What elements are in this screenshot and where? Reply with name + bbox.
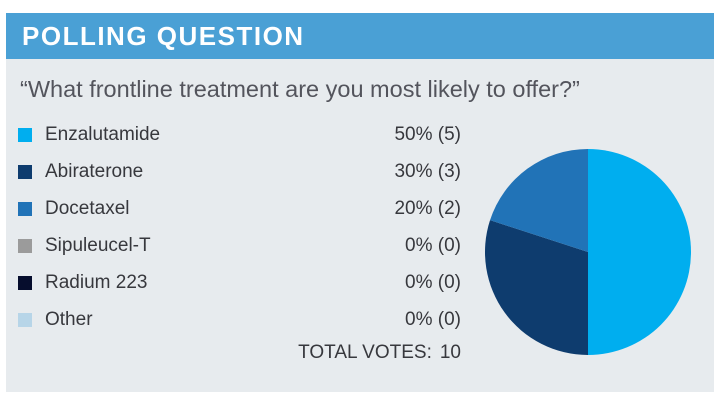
legend-value: 0% (0) [405, 308, 461, 330]
legend-row-other: Other 0% (0) [18, 301, 461, 338]
legend-label: Radium 223 [45, 271, 148, 293]
total-votes: TOTAL VOTES: 10 [18, 342, 461, 364]
legend-row-enzalutamide: Enzalutamide 50% (5) [18, 116, 461, 153]
question-text: “What frontline treatment are you most l… [20, 76, 580, 102]
legend-label: Sipuleucel-T [45, 234, 151, 256]
pie-chart [485, 149, 691, 355]
legend-swatch-icon [18, 312, 32, 327]
total-votes-value: 10 [439, 342, 461, 363]
legend-value: 30% (3) [394, 160, 461, 182]
legend-swatch-icon [18, 238, 32, 253]
legend-row-sipuleucel-t: Sipuleucel-T 0% (0) [18, 227, 461, 264]
page-title: POLLING QUESTION [22, 20, 305, 51]
legend-label: Abiraterone [45, 160, 144, 182]
legend-swatch-icon [18, 201, 32, 216]
header-bar: POLLING QUESTION [6, 13, 714, 59]
pie-slice-docetaxel [490, 149, 588, 252]
legend-value: 0% (0) [405, 271, 461, 293]
total-votes-label: TOTAL VOTES: [298, 342, 432, 363]
polling-panel: POLLING QUESTION “What frontline treatme… [6, 13, 714, 392]
legend-row-abiraterone: Abiraterone 30% (3) [18, 153, 461, 190]
pie-slice-abiraterone [485, 220, 588, 355]
poll-legend: Enzalutamide 50% (5) Abiraterone 30% (3)… [18, 116, 461, 364]
legend-row-docetaxel: Docetaxel 20% (2) [18, 190, 461, 227]
legend-swatch-icon [18, 164, 32, 179]
legend-label: Enzalutamide [45, 123, 161, 145]
legend-label: Other [45, 308, 93, 330]
legend-value: 50% (5) [394, 123, 461, 145]
legend-swatch-icon [18, 127, 32, 142]
legend-label: Docetaxel [45, 197, 130, 219]
legend-value: 20% (2) [394, 197, 461, 219]
pie-chart-container [485, 149, 691, 355]
legend-row-radium-223: Radium 223 0% (0) [18, 264, 461, 301]
poll-content: “What frontline treatment are you most l… [6, 59, 714, 392]
legend-swatch-icon [18, 275, 32, 290]
pie-slice-enzalutamide [588, 149, 691, 355]
legend-value: 0% (0) [405, 234, 461, 256]
